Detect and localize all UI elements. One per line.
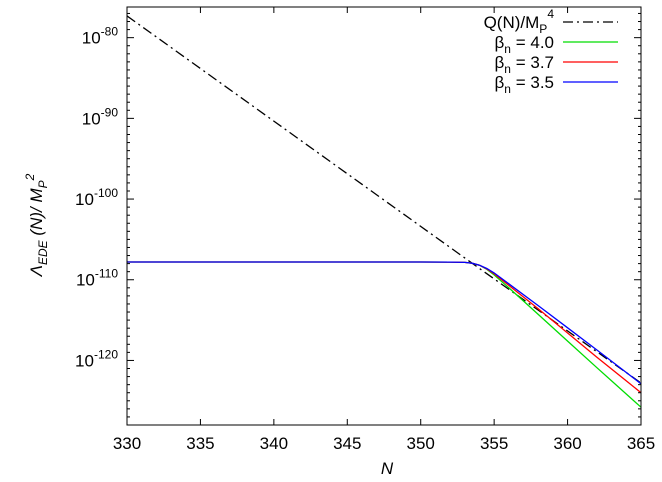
- y-axis: 10-80 10-90 10-100 10-110 10-120: [75, 12, 641, 426]
- y-tick-label: 10-120: [75, 347, 118, 370]
- legend-label-4: βn = 3.5: [495, 73, 554, 96]
- x-tick-label: 365: [627, 434, 655, 453]
- series-line-4: [127, 261, 642, 385]
- legend-label-2: βn = 4.0: [495, 33, 554, 56]
- y-axis-title: ΛEDE (N)/ MP2: [23, 173, 50, 277]
- x-tick-label: 340: [260, 434, 288, 453]
- plot-frame: [126, 6, 642, 426]
- x-tick-label: 345: [333, 434, 361, 453]
- y-tick-label: 10-110: [76, 267, 118, 290]
- x-tick-label: 335: [186, 434, 214, 453]
- x-tick-label: 330: [113, 434, 141, 453]
- x-axis: 330 335 340 345 350 355 360 365: [113, 7, 655, 453]
- series-line-1: [126, 15, 642, 384]
- series-line-3: [127, 261, 642, 394]
- legend-label-3: βn = 3.7: [495, 53, 554, 76]
- plot-lines: [126, 15, 642, 408]
- y-tick-label: 10-100: [75, 186, 118, 209]
- legend-label-1: Q(N)/MP4: [484, 7, 555, 36]
- y-tick-label: 10-80: [82, 25, 119, 48]
- x-tick-label: 350: [407, 434, 435, 453]
- series-line-2: [127, 261, 642, 408]
- x-axis-title: N: [381, 459, 394, 478]
- x-tick-label: 355: [480, 434, 508, 453]
- x-tick-label: 360: [553, 434, 581, 453]
- y-tick-label: 10-90: [82, 105, 119, 128]
